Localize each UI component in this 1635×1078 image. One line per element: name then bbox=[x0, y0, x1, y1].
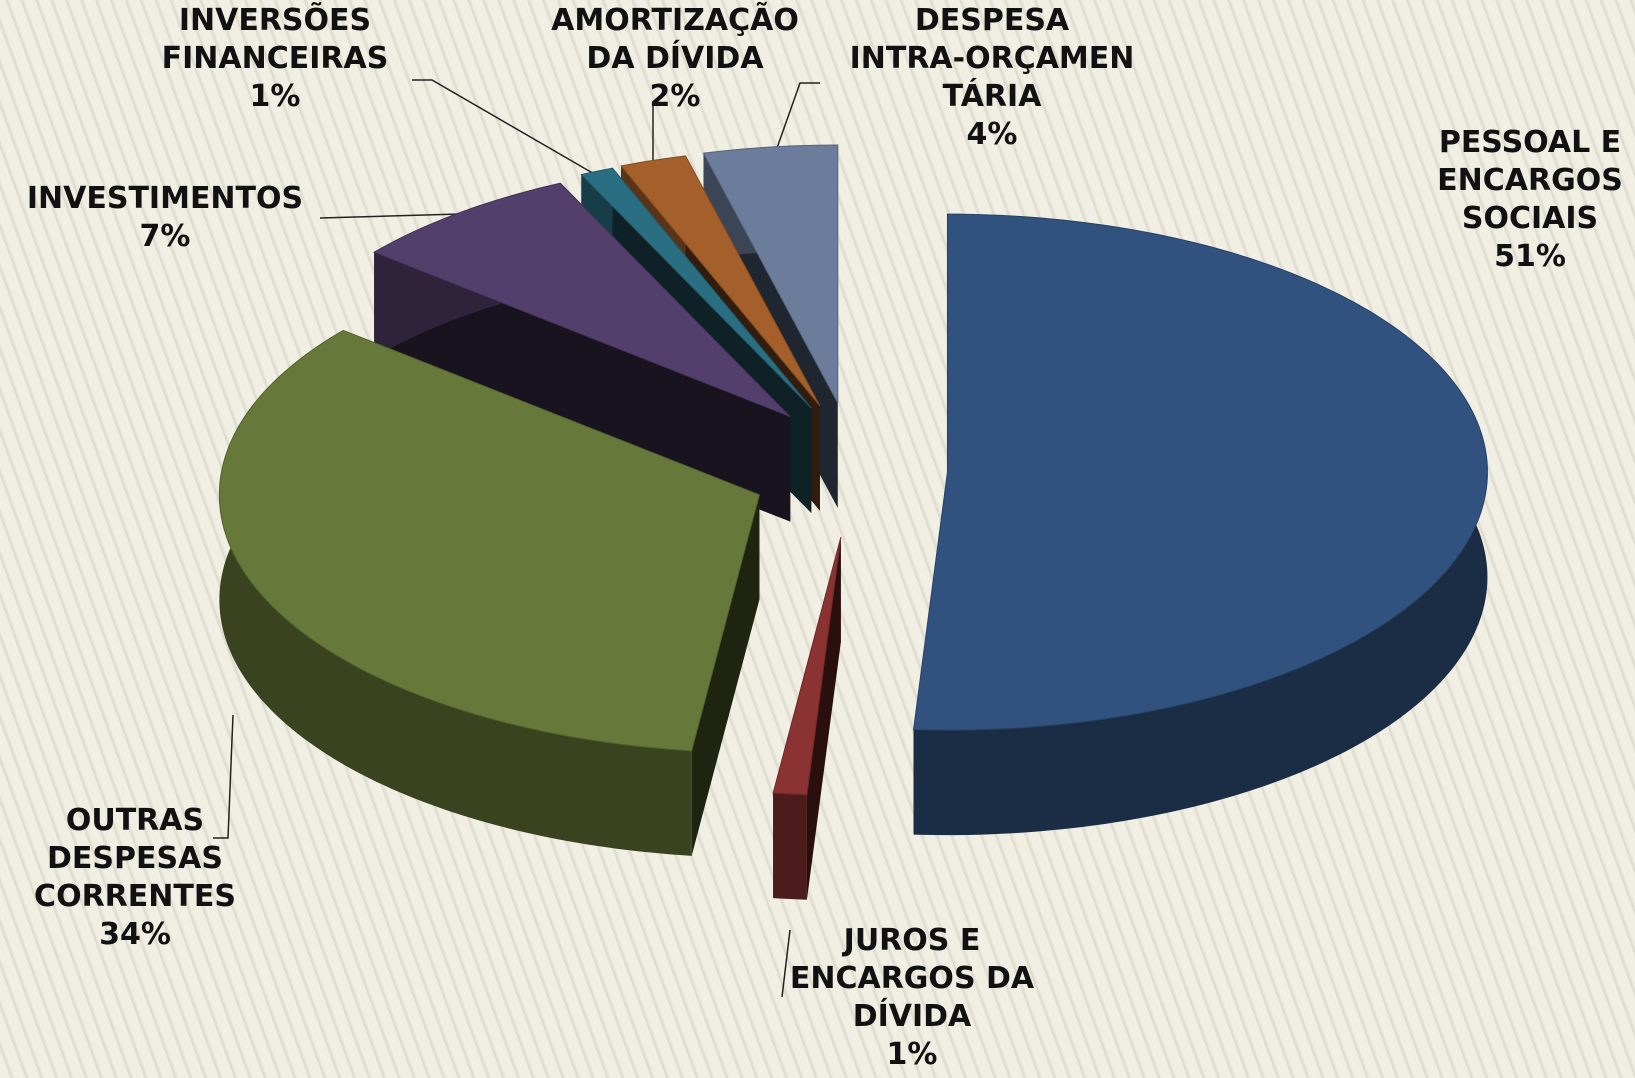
label-line: ENCARGOS bbox=[1437, 163, 1623, 198]
leader-line bbox=[781, 929, 791, 998]
leader-line bbox=[319, 213, 461, 219]
slice-label: AMORTIZAÇÃO DA DÍVIDA bbox=[551, 1, 799, 76]
label-line: ENCARGOS DA bbox=[790, 961, 1035, 996]
slice bbox=[580, 167, 812, 409]
label-line: SOCIAIS bbox=[1462, 201, 1598, 236]
slice-wall bbox=[773, 793, 807, 900]
label-line: INVERSÕES bbox=[179, 1, 371, 38]
slice bbox=[218, 329, 760, 752]
label-line: DESPESA bbox=[915, 3, 1070, 38]
label-line: FINANCEIRAS bbox=[162, 41, 389, 76]
value-label: 4% bbox=[967, 117, 1018, 152]
label-line: DÍVIDA bbox=[853, 998, 972, 1034]
value-label: 2% bbox=[650, 79, 701, 114]
leader-lines bbox=[213, 79, 820, 998]
slice-wall bbox=[219, 330, 692, 856]
slice bbox=[912, 213, 1488, 731]
leader-line bbox=[776, 82, 820, 149]
slice bbox=[772, 537, 842, 796]
label-line: JUROS E bbox=[842, 923, 981, 958]
slice-label: OUTRAS DESPESAS CORRENTES bbox=[34, 803, 236, 914]
label-line: OUTRAS bbox=[66, 803, 204, 838]
slice-label: INVESTIMENTOS bbox=[27, 181, 303, 216]
leader-line bbox=[213, 714, 234, 839]
value-label: 1% bbox=[250, 79, 301, 114]
slice bbox=[373, 182, 791, 418]
value-label: 1% bbox=[887, 1037, 938, 1072]
label-line: DESPESAS bbox=[47, 841, 223, 876]
label-line: TÁRIA bbox=[943, 78, 1043, 114]
slice bbox=[620, 155, 821, 407]
value-label: 51% bbox=[1494, 239, 1566, 274]
slices bbox=[218, 144, 1488, 900]
label-line: INVESTIMENTOS bbox=[27, 181, 303, 216]
label-line: DA DÍVIDA bbox=[586, 40, 764, 76]
label-line: PESSOAL E bbox=[1439, 125, 1621, 160]
slice-label: INVERSÕES FINANCEIRAS bbox=[162, 1, 389, 76]
label-line: CORRENTES bbox=[34, 879, 236, 914]
value-label: 7% bbox=[140, 219, 191, 254]
label-line: INTRA-ORÇAMEN bbox=[850, 41, 1135, 76]
slice-label: PESSOAL E ENCARGOS SOCIAIS bbox=[1437, 125, 1623, 236]
slice-label: DESPESA INTRA-ORÇAMEN TÁRIA bbox=[850, 3, 1135, 114]
slice-side bbox=[374, 252, 791, 522]
value-label: 34% bbox=[99, 917, 171, 952]
leader-line bbox=[412, 79, 597, 176]
slice-label: JUROS E ENCARGOS DA DÍVIDA bbox=[790, 923, 1035, 1034]
label-line: AMORTIZAÇÃO bbox=[551, 1, 799, 38]
slice bbox=[702, 144, 839, 404]
